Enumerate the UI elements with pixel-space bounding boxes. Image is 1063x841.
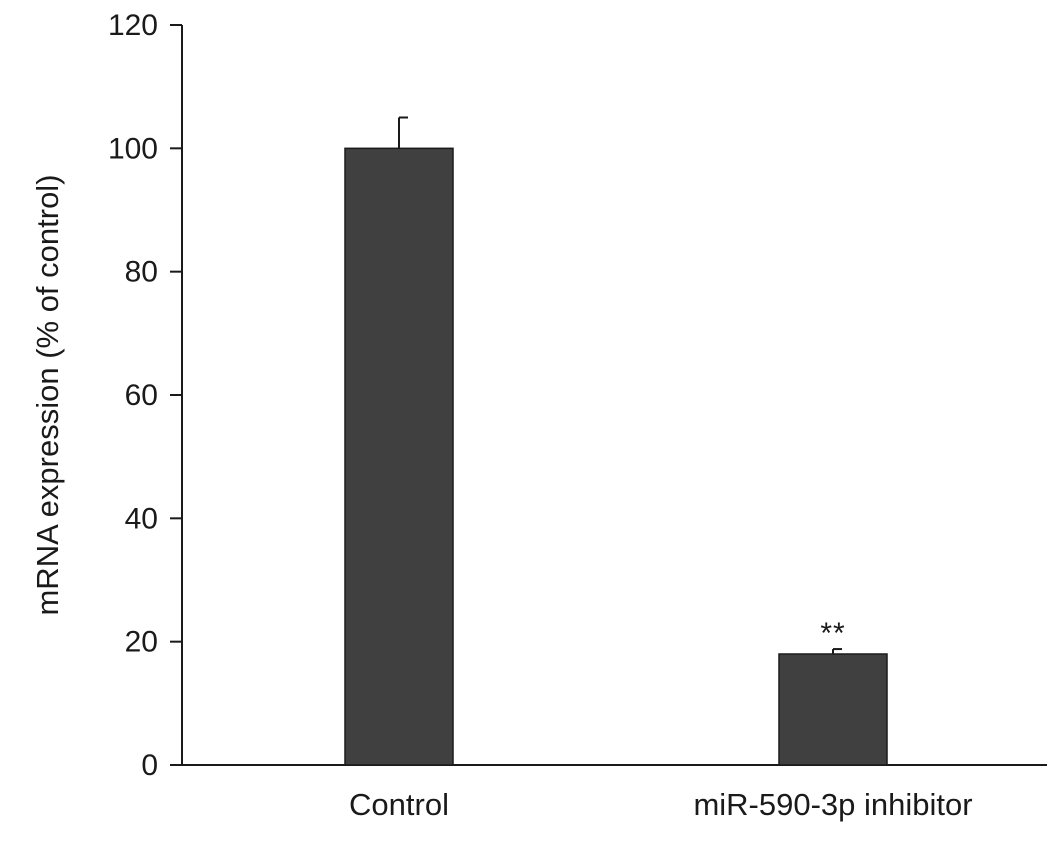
- y-tick-label-100: 100: [108, 132, 158, 165]
- y-tick-label-60: 60: [125, 379, 158, 412]
- y-tick-label-20: 20: [125, 626, 158, 659]
- x-tick-label-mir-590-3p-inhibitor: miR-590-3p inhibitor: [693, 787, 972, 822]
- x-tick-label-control: Control: [349, 787, 449, 822]
- y-tick-label-0: 0: [141, 749, 158, 782]
- bar-mir-590-3p-inhibitor: [778, 653, 888, 766]
- y-tick-label-120: 120: [108, 9, 158, 42]
- bar-control: [344, 147, 454, 766]
- y-tick-label-80: 80: [125, 256, 158, 289]
- significance-mark-mir-590-3p-inhibitor: **: [820, 617, 845, 650]
- y-tick-label-40: 40: [125, 502, 158, 535]
- y-axis-title: mRNA expression (% of control): [30, 174, 65, 615]
